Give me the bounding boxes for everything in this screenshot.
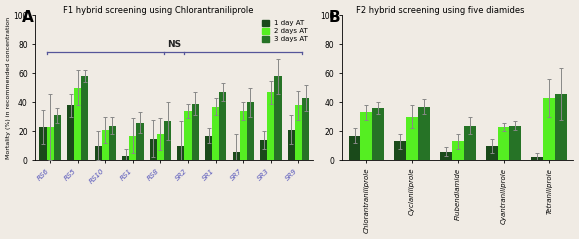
Bar xyxy=(157,134,164,160)
Bar xyxy=(260,140,267,160)
Text: F1 hybrid screening using Chlorantraniliprole: F1 hybrid screening using Chlorantranili… xyxy=(63,5,254,15)
Bar xyxy=(205,136,212,160)
Text: F2 hybrid screening using five diamides: F2 hybrid screening using five diamides xyxy=(356,5,525,15)
Bar xyxy=(192,104,199,160)
Bar xyxy=(555,94,567,160)
Bar xyxy=(74,88,81,160)
Bar xyxy=(150,139,157,160)
Bar xyxy=(406,117,418,160)
Bar xyxy=(247,102,254,160)
Bar xyxy=(543,98,555,160)
Bar xyxy=(233,152,240,160)
Bar xyxy=(464,125,475,160)
Y-axis label: Mortality (%) in recommended concentration: Mortality (%) in recommended concentrati… xyxy=(6,17,10,159)
Bar xyxy=(394,141,406,160)
Bar xyxy=(129,136,137,160)
Bar xyxy=(122,156,129,160)
Bar xyxy=(372,108,384,160)
Bar xyxy=(510,125,521,160)
Bar xyxy=(212,107,219,160)
Bar xyxy=(418,107,430,160)
Bar xyxy=(109,125,116,160)
Bar xyxy=(94,146,102,160)
Text: B: B xyxy=(328,10,340,25)
Bar xyxy=(240,111,247,160)
Bar xyxy=(440,152,452,160)
Bar xyxy=(288,130,295,160)
Bar xyxy=(532,158,543,160)
Bar xyxy=(267,92,274,160)
Bar xyxy=(349,136,360,160)
Text: A: A xyxy=(21,10,34,25)
Bar xyxy=(274,76,281,160)
Bar xyxy=(67,105,74,160)
Legend: 1 day AT, 2 days AT, 3 days AT: 1 day AT, 2 days AT, 3 days AT xyxy=(261,19,310,44)
Bar xyxy=(54,115,61,160)
Bar xyxy=(497,127,510,160)
Bar xyxy=(360,113,372,160)
Bar xyxy=(164,121,171,160)
Bar xyxy=(302,98,309,160)
Bar xyxy=(39,127,46,160)
Bar xyxy=(137,123,144,160)
Bar xyxy=(102,130,109,160)
Bar xyxy=(219,92,226,160)
Bar xyxy=(486,146,497,160)
Bar xyxy=(81,76,89,160)
Text: NS: NS xyxy=(167,40,181,49)
Bar xyxy=(185,111,192,160)
Bar xyxy=(46,127,54,160)
Bar xyxy=(452,141,464,160)
Bar xyxy=(177,146,185,160)
Bar xyxy=(295,105,302,160)
